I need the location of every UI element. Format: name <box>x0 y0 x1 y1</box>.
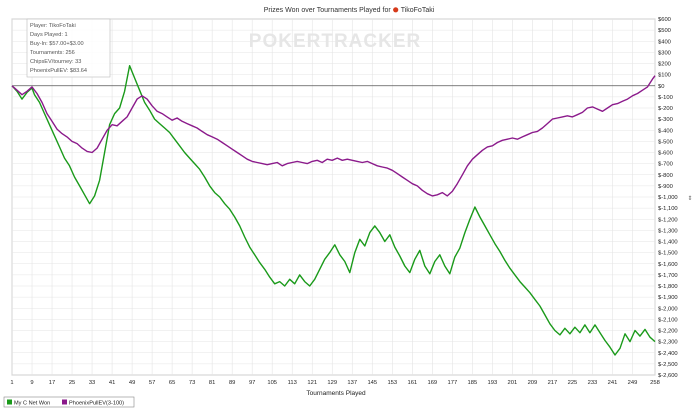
y-tick-label: $600 <box>658 17 671 23</box>
x-tick-label: 121 <box>307 380 317 386</box>
y-tick-label: $0 <box>658 84 664 90</box>
y-tick-label: $-400 <box>658 128 673 134</box>
series-line-0 <box>11 64 656 356</box>
y-tick-label: $200 <box>658 62 671 68</box>
x-tick-label: 81 <box>209 380 215 386</box>
y-tick-label: $-800 <box>658 173 673 179</box>
x-tick-label: 89 <box>229 380 235 386</box>
x-axis-ticks: 1 9 17 25 33 41 49 57 65 73 81 89 97 105 113 121 129 137 1… <box>10 380 659 386</box>
info-chips-ev: ChipsEV/tourney: 33 <box>30 59 81 65</box>
x-tick-label: 145 <box>367 380 377 386</box>
x-tick-label: 105 <box>267 380 277 386</box>
x-tick-label: 25 <box>69 380 75 386</box>
y-tick-label: $-1,900 <box>658 295 678 301</box>
legend-label-net-won: My C Net Won <box>14 401 50 407</box>
x-axis-label: Tournaments Played <box>306 390 366 397</box>
y-tick-label: $-900 <box>658 184 673 190</box>
legend-label-phoenix: PhoenixPullEV(3-100) <box>69 401 124 407</box>
x-tick-label: 65 <box>169 380 175 386</box>
x-tick-label: 49 <box>129 380 135 386</box>
info-days-played: Days Played: 1 <box>30 32 68 38</box>
info-box: Player: TikoFoTaki Days Played: 1 Buy-In… <box>26 18 111 78</box>
y-tick-label: $100 <box>658 73 671 79</box>
x-tick-label: 201 <box>508 380 518 386</box>
x-tick-label: 9 <box>30 380 33 386</box>
x-tick-label: 233 <box>588 380 598 386</box>
legend-swatch-net-won <box>7 399 12 405</box>
x-tick-label: 209 <box>528 380 538 386</box>
series-layer <box>11 64 656 356</box>
y-tick-label: $-2,100 <box>658 317 678 323</box>
x-tick-label: 17 <box>49 380 55 386</box>
y-tick-label: $-2,000 <box>658 306 678 312</box>
y-tick-label: $-1,000 <box>658 195 678 201</box>
x-tick-label: 137 <box>347 380 357 386</box>
watermark-text: POKERTRACKER <box>249 31 421 52</box>
chart-title-player: TikoFoTaki <box>401 7 435 14</box>
y-tick-label: $-500 <box>658 139 673 145</box>
y-tick-label: $-1,800 <box>658 284 678 290</box>
legend-frame <box>3 396 135 408</box>
legend: My C Net Won PhoenixPullEV(3-100) <box>3 396 135 408</box>
x-tick-label: 241 <box>608 380 618 386</box>
y-tick-label: $300 <box>658 50 671 56</box>
x-tick-label: 97 <box>249 380 255 386</box>
x-tick-label: 193 <box>488 380 498 386</box>
y-tick-label: $-2,500 <box>658 362 678 368</box>
info-phoenix-ev: PhoenixPullEV: $83.64 <box>30 68 87 74</box>
x-tick-label: 153 <box>387 380 397 386</box>
x-tick-label: 249 <box>628 380 638 386</box>
x-tick-label: 73 <box>189 380 195 386</box>
y-tick-label: $-1,400 <box>658 240 678 246</box>
y-tick-label: $-2,200 <box>658 329 678 335</box>
y-tick-label: $500 <box>658 28 671 34</box>
x-tick-label: 185 <box>468 380 478 386</box>
x-tick-label: 161 <box>407 380 417 386</box>
resize-arrow-icon[interactable]: ⇕ <box>687 195 692 202</box>
x-tick-label: 129 <box>327 380 337 386</box>
x-tick-label: 217 <box>548 380 558 386</box>
y-tick-label: $-700 <box>658 162 673 168</box>
y-tick-label: $400 <box>658 39 671 45</box>
y-tick-label: $-1,600 <box>658 262 678 268</box>
x-tick-label: 258 <box>650 380 660 386</box>
y-tick-label: $-1,700 <box>658 273 678 279</box>
resize-handle[interactable]: ⇕ <box>687 195 692 202</box>
y-tick-label: $-600 <box>658 151 673 157</box>
x-tick-label: 113 <box>288 380 297 386</box>
y-tick-label: $-2,400 <box>658 351 678 357</box>
y-tick-label: $-200 <box>658 106 673 112</box>
x-tick-label: 169 <box>427 380 437 386</box>
y-tick-label: $-1,300 <box>658 228 678 234</box>
x-tick-label: 1 <box>10 380 13 386</box>
x-tick-label: 33 <box>89 380 95 386</box>
x-tick-label: 57 <box>149 380 155 386</box>
chart-title: Prizes Won over Tournaments Played for T… <box>264 7 435 14</box>
y-tick-label: $-2,300 <box>658 340 678 346</box>
y-tick-label: $-2,600 <box>658 373 678 379</box>
y-tick-label: $-1,200 <box>658 217 678 223</box>
y-tick-label: $-300 <box>658 117 673 123</box>
y-tick-label: $-1,500 <box>658 251 678 257</box>
y-tick-label: $-100 <box>658 95 673 101</box>
x-tick-label: 41 <box>109 380 115 386</box>
info-tournaments: Tournaments: 256 <box>30 50 75 56</box>
x-tick-label: 225 <box>568 380 578 386</box>
info-player: Player: TikoFoTaki <box>30 23 76 29</box>
player-flag-icon <box>393 7 399 13</box>
legend-swatch-phoenix <box>62 399 67 405</box>
series-line-1 <box>11 75 656 197</box>
y-axis-ticks: $600 $500 $400 $300 $200 $100 $0 $-100 $-200 $-30… <box>658 17 678 379</box>
y-tick-label: $-1,100 <box>658 206 678 212</box>
chart-title-text: Prizes Won over Tournaments Played for <box>264 7 392 14</box>
info-buy-in: Buy-In: $57.00+$3.00 <box>30 41 84 47</box>
info-box-frame <box>26 18 111 78</box>
x-tick-label: 177 <box>448 380 458 386</box>
